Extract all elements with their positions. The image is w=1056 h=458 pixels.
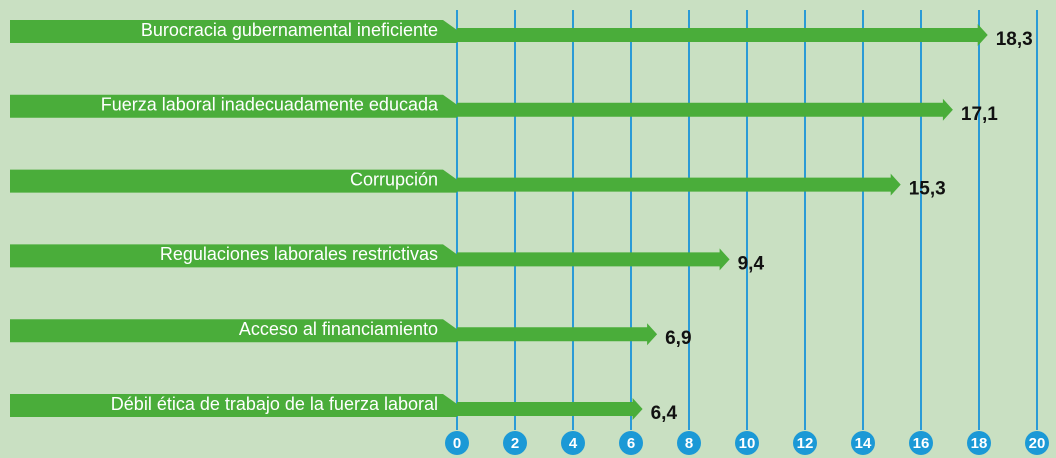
x-tick-label: 14 [855,435,872,452]
value-label: 6,4 [651,403,678,424]
category-banner [10,169,457,193]
category-label: Débil ética de trabajo de la fuerza labo… [111,394,438,414]
x-tick-label: 18 [971,435,988,452]
tick-badge [561,431,585,455]
category-banner [10,20,457,43]
x-tick-label: 4 [569,435,578,452]
value-label: 18,3 [996,29,1033,50]
x-tick-label: 8 [685,435,693,452]
tick-badge [1025,431,1049,455]
category-label: Burocracia gubernamental ineficiente [141,20,438,40]
tick-badge [909,431,933,455]
bar [457,98,953,121]
x-tick-label: 16 [913,435,930,452]
bar [457,24,988,46]
category-banner [10,319,457,343]
x-tick-label: 0 [453,435,461,452]
tick-badge [793,431,817,455]
value-label: 15,3 [909,179,946,200]
tick-badge [677,431,701,455]
x-tick-label: 12 [797,435,814,452]
x-tick-label: 2 [511,435,519,452]
tick-badge [445,431,469,455]
value-label: 9,4 [738,253,765,274]
category-banner [10,94,457,118]
x-tick-label: 6 [627,435,635,452]
category-banner [10,394,457,417]
x-tick-label: 20 [1029,435,1046,452]
tick-badge [735,431,759,455]
tick-badge [619,431,643,455]
tick-badge [503,431,527,455]
tick-badge [851,431,875,455]
bar [457,323,658,346]
category-label: Regulaciones laborales restrictivas [160,244,438,264]
category-label: Fuerza laboral inadecuadamente educada [101,95,439,115]
bar [457,398,643,420]
category-label: Corrupción [350,169,438,189]
value-label: 17,1 [961,104,998,125]
category-label: Acceso al financiamiento [239,319,438,339]
tick-badge [967,431,991,455]
x-tick-label: 10 [739,435,756,452]
bar [457,248,730,271]
category-banner [10,244,457,268]
bar [457,173,901,196]
value-label: 6,9 [665,328,691,349]
